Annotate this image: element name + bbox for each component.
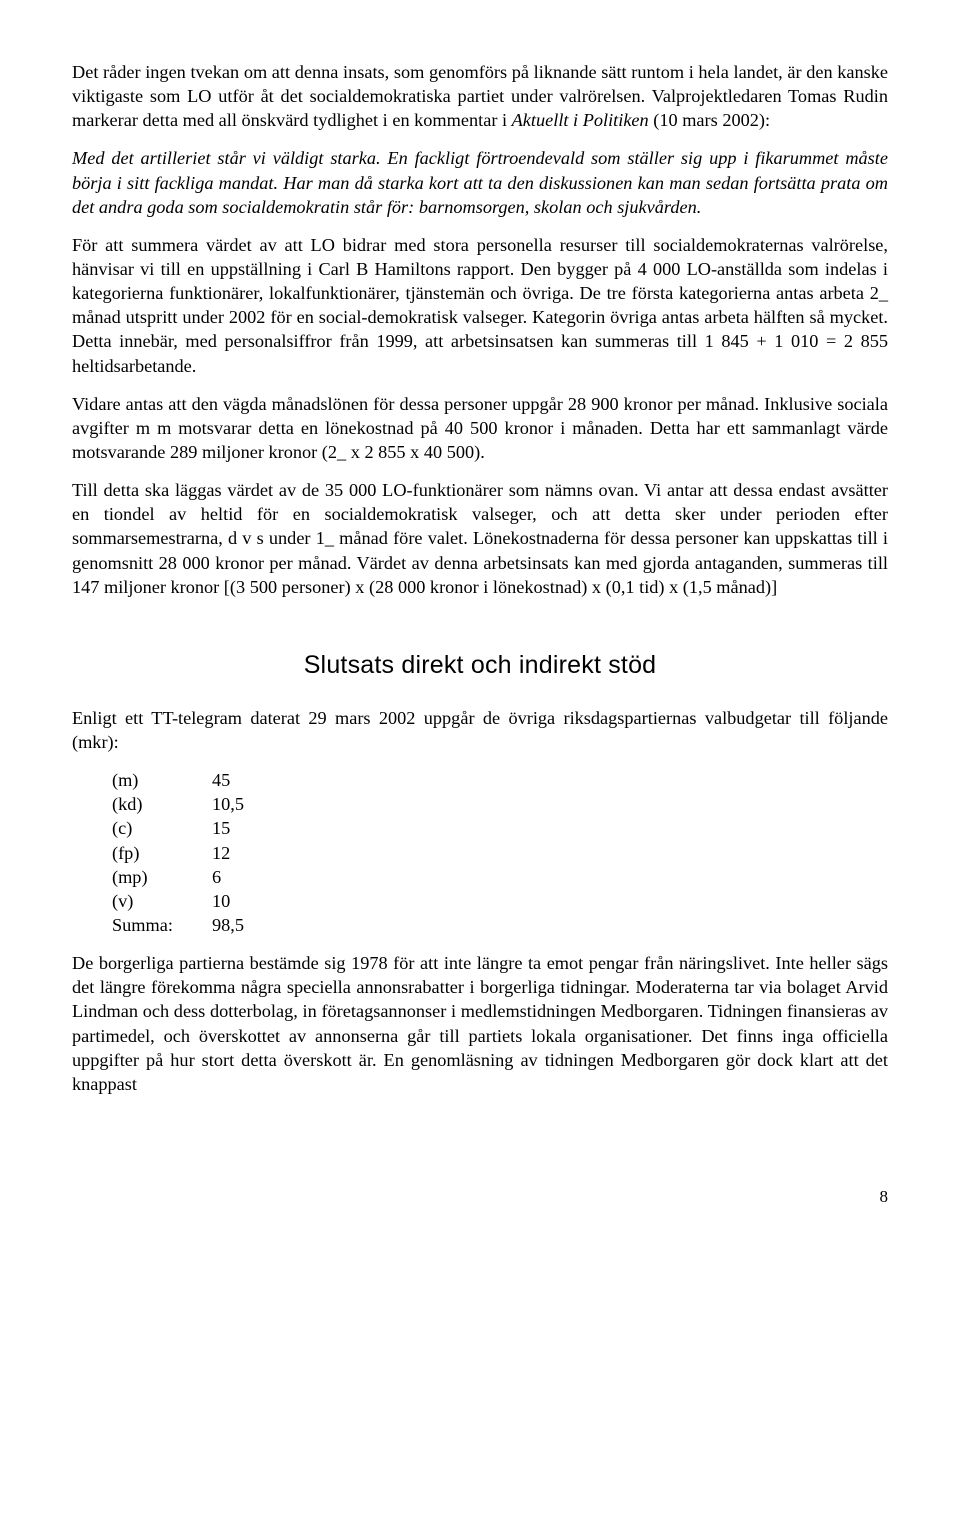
- budget-row: (c)15: [112, 816, 888, 840]
- paragraph-6: De borgerliga partierna bestämde sig 197…: [72, 951, 888, 1096]
- budget-row: (kd)10,5: [112, 792, 888, 816]
- budget-value: 10: [212, 889, 272, 913]
- budget-label: (kd): [112, 792, 212, 816]
- p1-italic: Aktuellt i Politiken: [512, 110, 649, 130]
- paragraph-intro: Det råder ingen tvekan om att denna insa…: [72, 60, 888, 132]
- budget-row: (fp)12: [112, 841, 888, 865]
- budget-value: 45: [212, 768, 272, 792]
- paragraph-3: Vidare antas att den vägda månadslönen f…: [72, 392, 888, 464]
- budget-value: 15: [212, 816, 272, 840]
- budget-label: (m): [112, 768, 212, 792]
- budget-label: (c): [112, 816, 212, 840]
- paragraph-4: Till detta ska läggas värdet av de 35 00…: [72, 478, 888, 599]
- budget-list: (m)45(kd)10,5(c)15(fp)12(mp)6(v)10Summa:…: [112, 768, 888, 937]
- paragraph-quote: Med det artilleriet står vi väldigt star…: [72, 146, 888, 218]
- budget-label: (v): [112, 889, 212, 913]
- budget-row: (v)10: [112, 889, 888, 913]
- budget-label: Summa:: [112, 913, 212, 937]
- budget-label: (mp): [112, 865, 212, 889]
- p1-mid: (10 mars 2002):: [649, 110, 770, 130]
- budget-value: 12: [212, 841, 272, 865]
- budget-value: 10,5: [212, 792, 272, 816]
- budget-value: 6: [212, 865, 272, 889]
- page-number: 8: [72, 1186, 888, 1208]
- budget-row: Summa:98,5: [112, 913, 888, 937]
- budget-value: 98,5: [212, 913, 272, 937]
- budget-row: (mp)6: [112, 865, 888, 889]
- section-heading: Slutsats direkt och indirekt stöd: [72, 649, 888, 682]
- budget-row: (m)45: [112, 768, 888, 792]
- budget-label: (fp): [112, 841, 212, 865]
- paragraph-5: Enligt ett TT-telegram daterat 29 mars 2…: [72, 706, 888, 754]
- quote-italic: Med det artilleriet står vi väldigt star…: [72, 148, 888, 216]
- paragraph-2: För att summera värdet av att LO bidrar …: [72, 233, 888, 378]
